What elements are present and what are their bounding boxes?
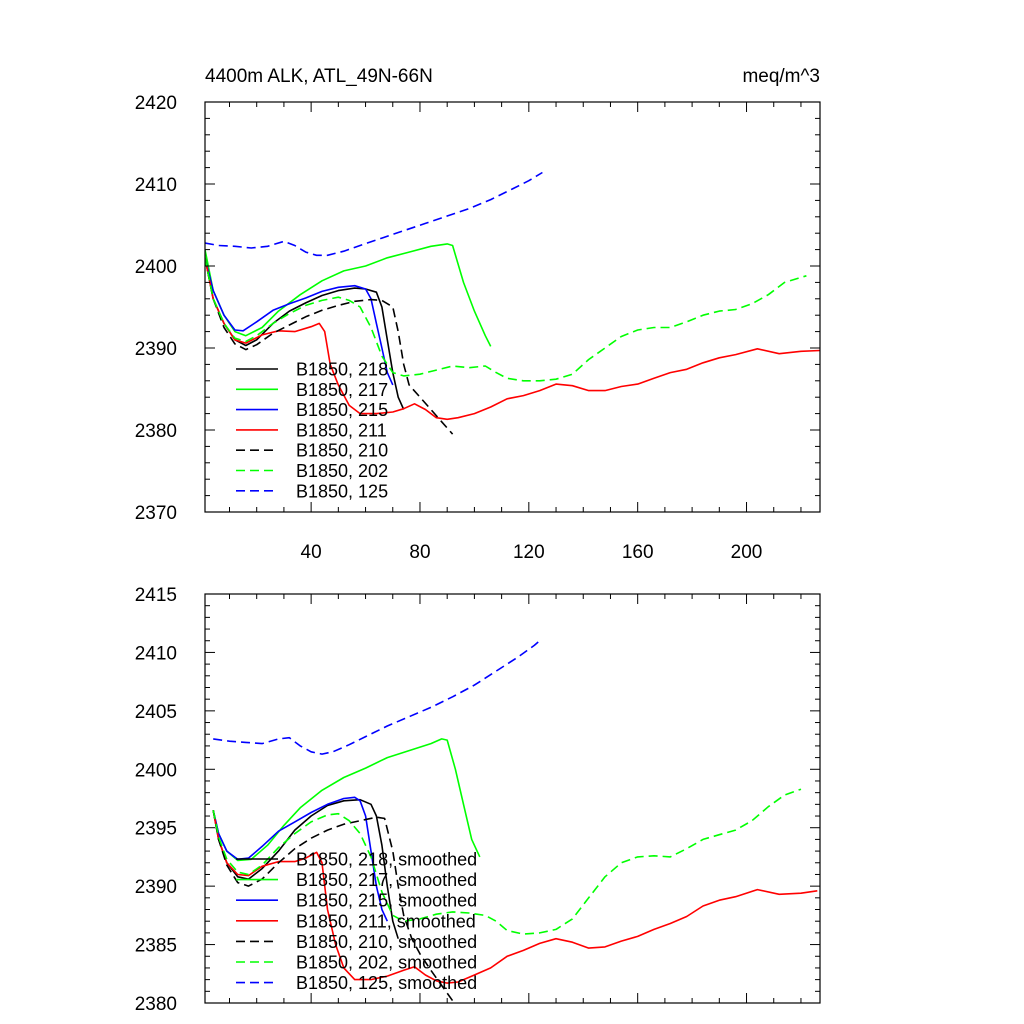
y-tick-label-6: 2410: [135, 643, 177, 664]
series-line-4: [205, 257, 454, 435]
y-tick-label-0: 2370: [135, 503, 177, 524]
series-line-5: [212, 788, 802, 935]
legend-label-3: B1850, 211: [296, 420, 387, 440]
series-line-2: [205, 257, 394, 386]
series-line-6: [213, 640, 541, 755]
y-tick-label-5: 2405: [135, 702, 177, 723]
y-tick-label-3: 2400: [135, 257, 177, 278]
series-line-0: [212, 798, 399, 939]
y-tick-label-2: 2390: [135, 877, 177, 898]
y-tick-label-4: 2400: [135, 760, 177, 781]
series-lines: [205, 171, 820, 435]
legend-label-4: B1850, 210: [296, 441, 388, 461]
top-chart-units: meq/m^3: [742, 66, 820, 87]
y-tick-label-1: 2385: [135, 936, 177, 957]
y-tick-label-5: 2420: [135, 93, 177, 114]
legend-label-3: B1850, 211, smoothed: [296, 911, 476, 931]
legend-label-1: B1850, 217, smoothed: [296, 870, 477, 890]
series-line-6: [205, 171, 543, 257]
series-line-3: [212, 810, 818, 984]
axis-ticks: [205, 593, 820, 1004]
series-lines: [212, 640, 818, 1002]
series-line-3: [205, 257, 820, 421]
legend-label-2: B1850, 215, smoothed: [296, 891, 477, 911]
series-line-1: [212, 738, 481, 862]
legend-label-0: B1850, 218: [296, 360, 388, 380]
plot-frame: [204, 101, 821, 513]
legend-label-1: B1850, 217: [296, 380, 388, 400]
axis-ticks: [205, 101, 820, 513]
y-tick-label-1: 2380: [135, 421, 177, 442]
y-tick-label-4: 2410: [135, 175, 177, 196]
legend-label-5: B1850, 202: [296, 461, 388, 481]
y-tick-label-0: 2380: [135, 994, 177, 1015]
legend-label-2: B1850, 215: [296, 400, 388, 420]
series-line-1: [205, 243, 492, 347]
legend-label-6: B1850, 125: [296, 481, 388, 501]
x-tick-label-3: 160: [622, 542, 654, 563]
x-tick-label-2: 120: [513, 542, 545, 563]
legend-label-4: B1850, 210, smoothed: [296, 932, 477, 952]
series-line-5: [205, 257, 807, 382]
x-tick-label-0: 40: [301, 542, 322, 563]
legend-label-0: B1850, 218, smoothed: [296, 850, 477, 870]
y-tick-label-3: 2395: [135, 819, 177, 840]
x-tick-label-1: 80: [409, 542, 430, 563]
series-line-4: [212, 810, 454, 1002]
y-tick-label-7: 2415: [135, 585, 177, 606]
top-chart-title: 4400m ALK, ATL_49N-66N: [205, 66, 433, 87]
series-line-2: [212, 796, 389, 922]
x-tick-label-4: 200: [731, 542, 763, 563]
y-tick-label-2: 2390: [135, 339, 177, 360]
legend-label-5: B1850, 202, smoothed: [296, 953, 477, 973]
legend-label-6: B1850, 125, smoothed: [296, 973, 477, 993]
plot-frame: [204, 593, 821, 1004]
top-chart-panel: 4400m ALK, ATL_49N-66N meq/m^3 B1850, 21…: [135, 66, 821, 563]
